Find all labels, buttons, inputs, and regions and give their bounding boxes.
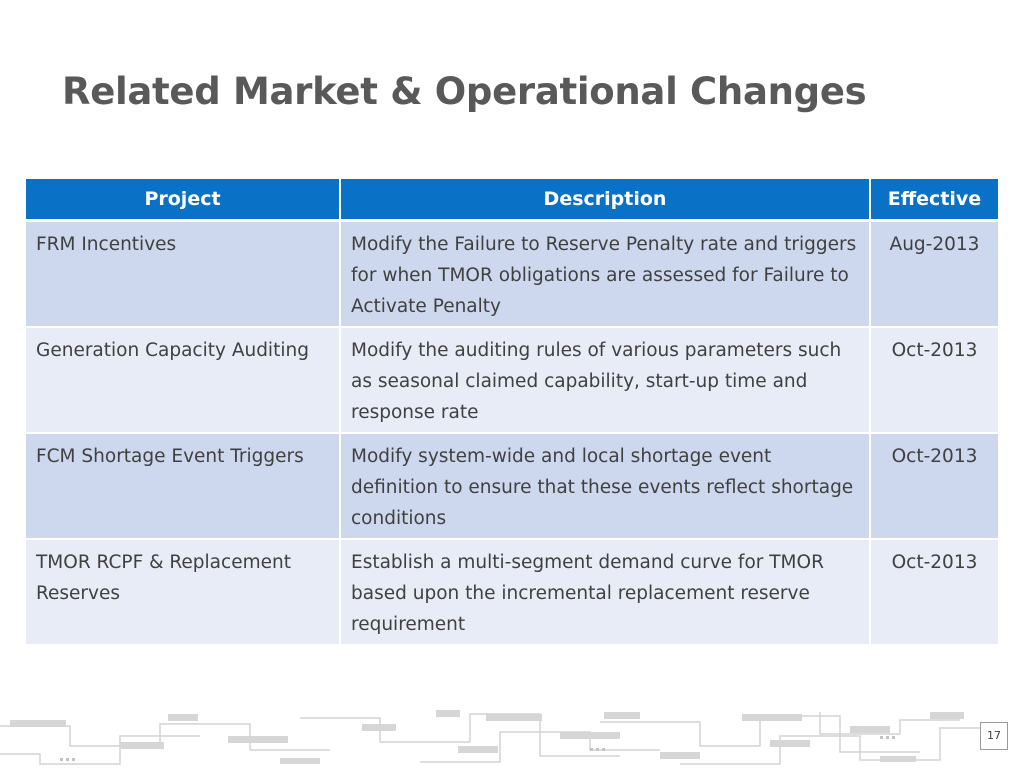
cell-project: Generation Capacity Auditing: [26, 327, 341, 434]
cell-description: Modify the auditing rules of various par…: [340, 327, 871, 434]
table-row: TMOR RCPF & Replacement Reserves Establi…: [26, 539, 998, 646]
cell-project: FRM Incentives: [26, 220, 341, 328]
slide-title: Related Market & Operational Changes: [62, 70, 867, 113]
cell-effective: Oct-2013: [870, 539, 998, 646]
table-row: FCM Shortage Event Triggers Modify syste…: [26, 433, 998, 540]
cell-project: TMOR RCPF & Replacement Reserves: [26, 539, 341, 646]
cell-effective: Oct-2013: [870, 433, 998, 540]
table-header-row: Project Description Effective: [26, 179, 998, 222]
circuit-decoration: [0, 710, 985, 765]
cell-project: FCM Shortage Event Triggers: [26, 433, 341, 540]
cell-effective: Aug-2013: [870, 220, 998, 328]
cell-description: Modify system-wide and local shortage ev…: [340, 433, 871, 540]
header-project: Project: [26, 179, 341, 222]
header-effective: Effective: [870, 179, 998, 222]
cell-description: Establish a multi-segment demand curve f…: [340, 539, 871, 646]
changes-table: Project Description Effective FRM Incent…: [26, 179, 998, 646]
cell-effective: Oct-2013: [870, 327, 998, 434]
header-description: Description: [340, 179, 871, 222]
table-row: FRM Incentives Modify the Failure to Res…: [26, 220, 998, 328]
page-number: 17: [980, 722, 1008, 750]
cell-description: Modify the Failure to Reserve Penalty ra…: [340, 220, 871, 328]
table-row: Generation Capacity Auditing Modify the …: [26, 327, 998, 434]
